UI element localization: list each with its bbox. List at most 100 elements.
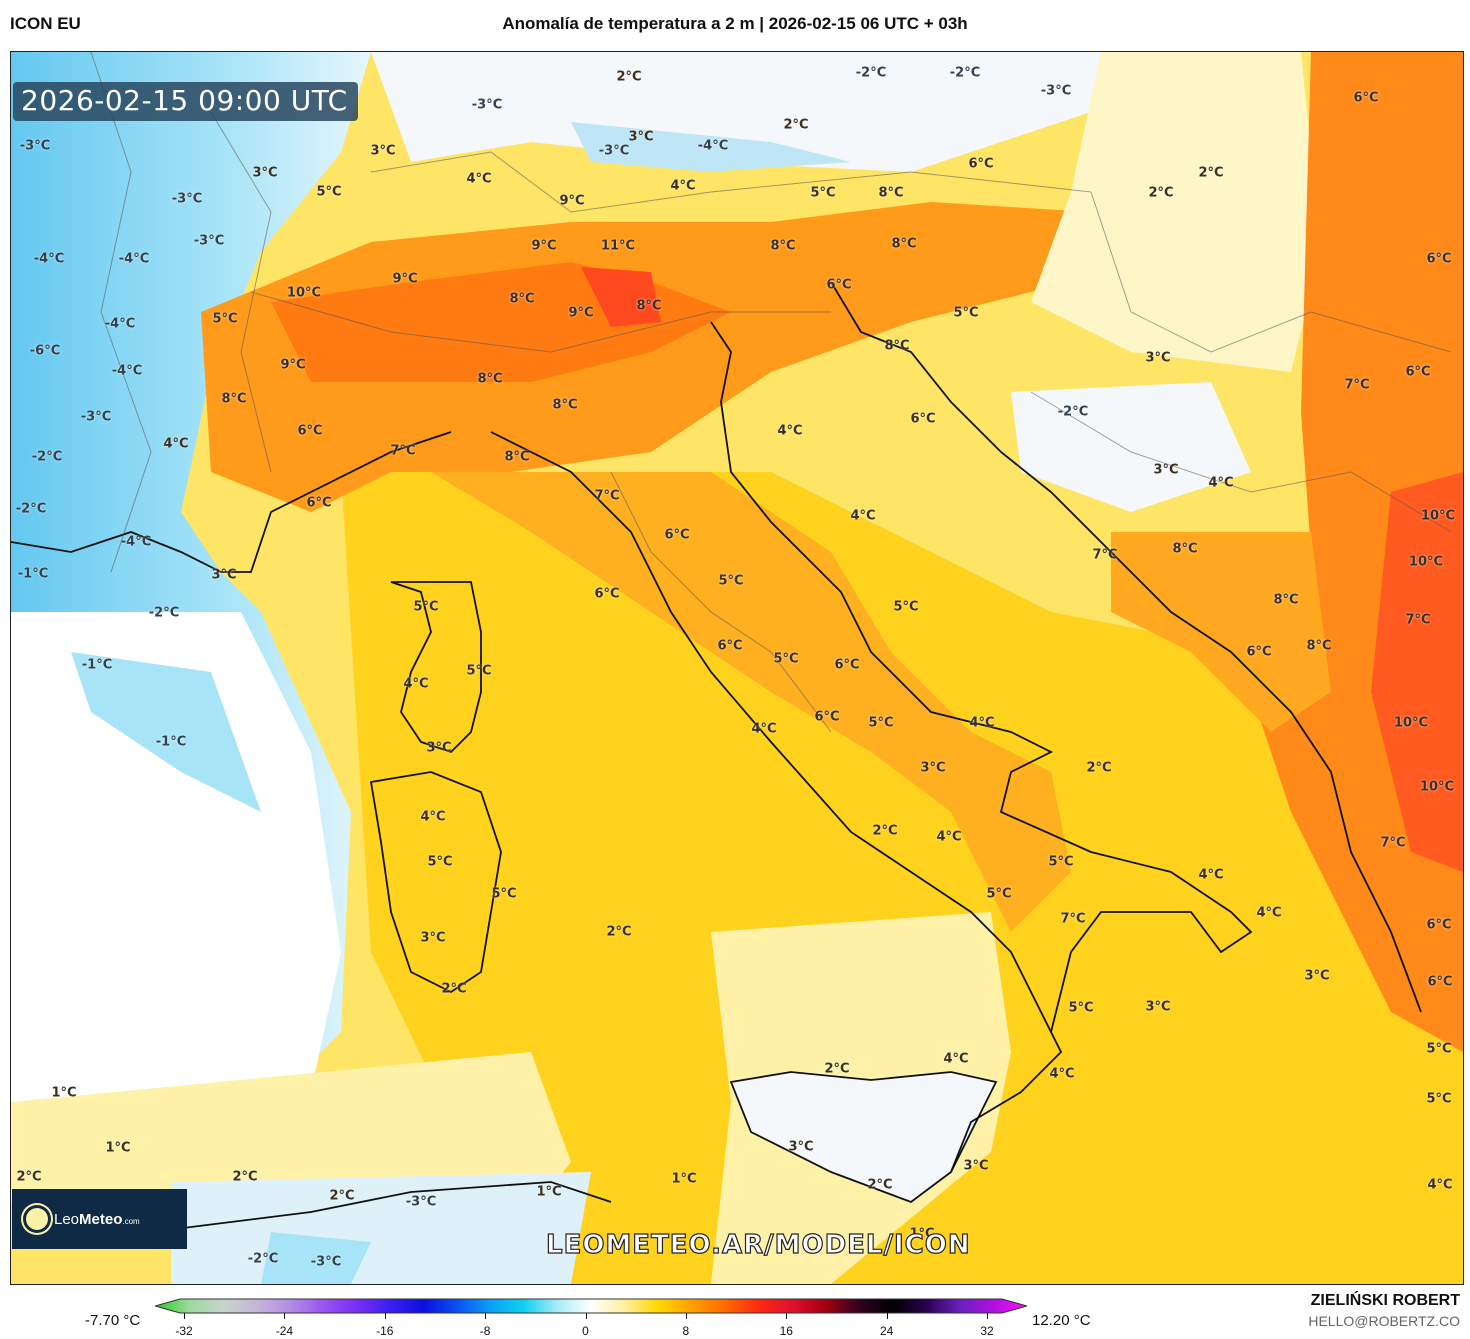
colorbar-tick-label: -16 — [376, 1324, 394, 1338]
contour-label: 4°C — [850, 508, 876, 524]
contour-label: 7°C — [1092, 547, 1118, 563]
contour-label: -3°C — [1040, 83, 1072, 99]
contour-label: 5°C — [413, 599, 439, 615]
contour-label: 5°C — [212, 311, 238, 327]
contour-label: 11°C — [600, 238, 636, 254]
contour-label: 2°C — [232, 1169, 258, 1185]
author-name: ZIELIŃSKI ROBERT — [1310, 1292, 1460, 1309]
colorbar-max-label: 12.20 °C — [1032, 1312, 1091, 1329]
colorbar-tick — [184, 1313, 185, 1319]
contour-label: 10°C — [1420, 508, 1456, 524]
colorbar-tick-label: 24 — [879, 1324, 894, 1338]
contour-label: -3°C — [80, 409, 112, 425]
contour-label: -2°C — [1057, 404, 1089, 420]
contour-label: 2°C — [824, 1061, 850, 1077]
contour-label: 3°C — [420, 930, 446, 946]
contour-label: -4°C — [697, 138, 729, 154]
contour-label: 5°C — [316, 184, 342, 200]
contour-label: 5°C — [491, 886, 517, 902]
contour-label: 5°C — [1426, 1041, 1452, 1057]
contour-label: 8°C — [1273, 592, 1299, 608]
contour-label: 6°C — [968, 156, 994, 172]
contour-label: 10°C — [1393, 715, 1429, 731]
contour-label: 5°C — [718, 573, 744, 589]
contour-label: 5°C — [893, 599, 919, 615]
contour-label: 8°C — [891, 236, 917, 252]
contour-label: 9°C — [392, 271, 418, 287]
contour-label: 5°C — [986, 886, 1012, 902]
contour-label: 6°C — [664, 527, 690, 543]
contour-label: 2°C — [867, 1177, 893, 1193]
colorbar-tick — [987, 1313, 988, 1319]
contour-label: -2°C — [31, 449, 63, 465]
contour-label: 3°C — [963, 1158, 989, 1174]
contour-label: 6°C — [1405, 364, 1431, 380]
contour-label: 2°C — [616, 69, 642, 85]
colorbar-tick — [284, 1313, 286, 1319]
contour-label: 7°C — [390, 443, 416, 459]
contour-label: -6°C — [29, 343, 61, 359]
contour-label: -3°C — [471, 97, 503, 113]
contour-label: 6°C — [826, 277, 852, 293]
contour-label: 2°C — [1086, 760, 1112, 776]
contour-label: 3°C — [628, 129, 654, 145]
contour-label: 6°C — [297, 423, 323, 439]
contour-label: -1°C — [81, 657, 113, 673]
contour-label: 3°C — [1304, 968, 1330, 984]
contour-label: 1°C — [536, 1184, 562, 1200]
contour-label: 6°C — [910, 411, 936, 427]
contour-label: 5°C — [810, 185, 836, 201]
contour-label: -3°C — [598, 143, 630, 159]
contour-label: 2°C — [329, 1188, 355, 1204]
contour-label: 7°C — [1344, 377, 1370, 393]
author-email[interactable]: HELLO@ROBERTZ.CO — [1308, 1313, 1460, 1329]
contour-label: -4°C — [104, 316, 136, 332]
contour-label: 4°C — [1049, 1066, 1075, 1082]
contour-label: 4°C — [670, 178, 696, 194]
contour-label: -2°C — [949, 65, 981, 81]
colorbar-tick-label: 32 — [980, 1324, 994, 1338]
colorbar-tick-label: -24 — [275, 1324, 294, 1338]
contour-label: -3°C — [19, 138, 51, 154]
contour-label: 7°C — [1060, 911, 1086, 927]
contour-label: 2°C — [16, 1169, 42, 1185]
contour-label: 8°C — [504, 449, 530, 465]
contour-label: 6°C — [1426, 917, 1452, 933]
contour-label: 2°C — [1148, 185, 1174, 201]
contour-label: 8°C — [221, 391, 247, 407]
colorbar-tick-label: -8 — [479, 1324, 491, 1338]
contour-label: -4°C — [120, 534, 152, 550]
contour-label: 8°C — [770, 238, 796, 254]
contour-label: -2°C — [247, 1251, 279, 1267]
contour-label: 1°C — [51, 1085, 77, 1101]
colorbar-tick-label: 0 — [582, 1324, 589, 1338]
contour-label: 8°C — [878, 185, 904, 201]
contour-label: 4°C — [1208, 475, 1234, 491]
sun-icon — [26, 1208, 48, 1230]
contour-label: 5°C — [868, 715, 894, 731]
contour-label: -3°C — [310, 1254, 342, 1270]
contour-label: 8°C — [1172, 541, 1198, 557]
contour-label: 9°C — [559, 193, 585, 209]
contour-label: 3°C — [1145, 999, 1171, 1015]
contour-label: 7°C — [1380, 835, 1406, 851]
contour-label: 4°C — [403, 676, 429, 692]
contour-label: 2°C — [783, 117, 809, 133]
contour-label: 8°C — [1306, 638, 1332, 654]
valid-time-badge: 2026-02-15 09:00 UTC — [13, 82, 358, 121]
colorbar-tick — [485, 1313, 487, 1319]
contour-label: 5°C — [1048, 854, 1074, 870]
contour-label: 5°C — [427, 854, 453, 870]
contour-label: 6°C — [1427, 974, 1453, 990]
contour-label: 6°C — [717, 638, 743, 654]
contour-label: 6°C — [1246, 644, 1272, 660]
contour-label: 5°C — [1426, 1091, 1452, 1107]
model-name: ICON EU — [10, 14, 81, 33]
colorbar-tick — [786, 1313, 788, 1319]
watermark-url: LEOMETEO.AR/MODEL/ICON — [545, 1229, 971, 1260]
contour-label: 2°C — [1198, 165, 1224, 181]
contour-label: 2°C — [441, 981, 467, 997]
colorbar-tick-label: 8 — [682, 1324, 690, 1338]
contour-label: 7°C — [1405, 612, 1431, 628]
leometeo-logo[interactable]: LeoMeteo.com — [12, 1189, 187, 1249]
